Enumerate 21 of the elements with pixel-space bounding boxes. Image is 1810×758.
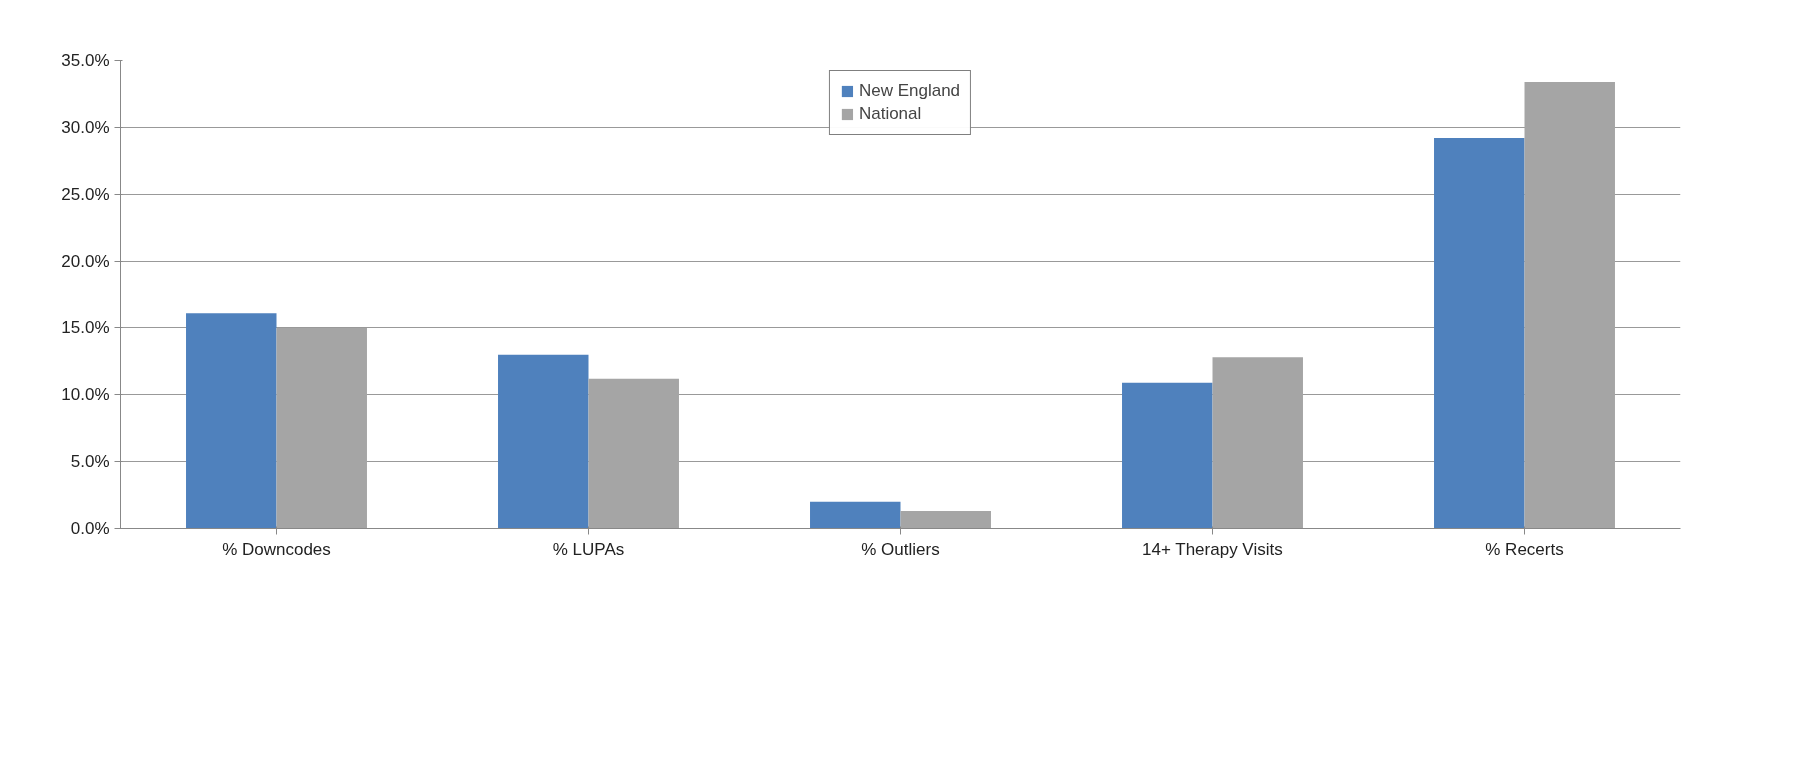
y-tick-label: 25.0% [61,184,110,204]
x-tick-label: % Recerts [1485,539,1564,559]
legend-label: National [858,104,922,124]
y-tick-label: 10.0% [61,385,110,405]
x-tick-label: 14+ Therapy Visits [1142,539,1283,559]
bar [1122,382,1213,529]
y-tick-label: 0.0% [70,519,110,538]
x-tick-label: % Downcodes [222,539,331,559]
y-tick-label: 15.0% [61,318,110,338]
y-tick-label: 20.0% [61,251,110,271]
bar [498,354,589,529]
bar [900,511,991,529]
bar [810,501,901,529]
x-tick-label: % Outliers [861,539,940,559]
y-tick-label: 30.0% [61,117,110,137]
x-tick-label: % LUPAs [552,539,625,559]
y-tick-label: 35.0% [61,51,110,70]
y-tick-label: 5.0% [70,452,110,472]
legend-label: New England [858,81,961,101]
bar [186,313,277,529]
bar [1434,138,1525,529]
